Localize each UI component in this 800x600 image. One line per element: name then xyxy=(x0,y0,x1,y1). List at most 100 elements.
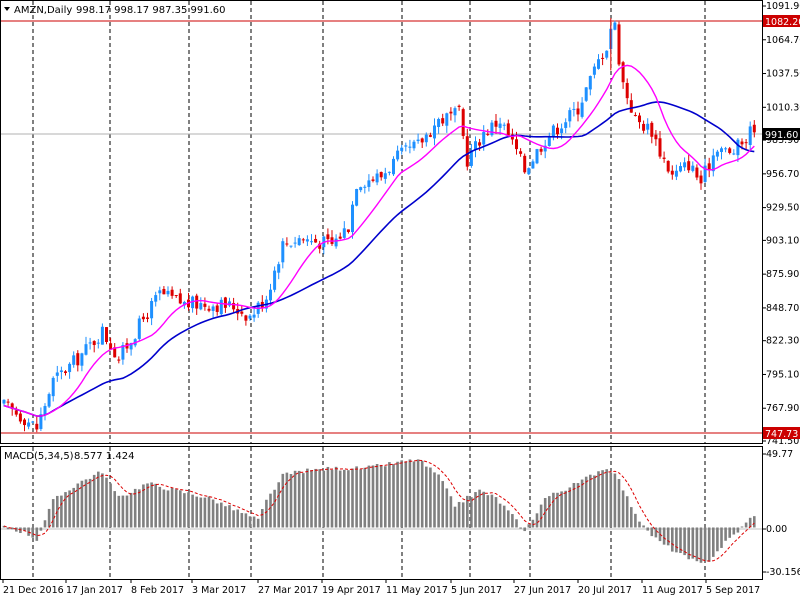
macd-bar xyxy=(351,468,354,528)
macd-bar xyxy=(64,492,67,528)
candle-body xyxy=(691,165,695,171)
candle-body xyxy=(752,124,756,133)
macd-bar xyxy=(84,479,88,528)
candle-body xyxy=(404,145,408,147)
candle-body xyxy=(51,377,55,397)
macd-bar xyxy=(527,524,531,528)
macd-bar xyxy=(453,506,457,528)
date-axis-label: 11 May 2017 xyxy=(386,585,448,596)
candle-body xyxy=(539,148,543,152)
macd-bar xyxy=(31,527,34,538)
macd-bar xyxy=(695,527,699,562)
macd-bar xyxy=(154,483,157,528)
fast-moving-average-line xyxy=(3,64,755,417)
candle-body xyxy=(445,113,449,126)
macd-bar xyxy=(322,470,326,528)
date-axis-label: 3 Mar 2017 xyxy=(192,585,246,596)
macd-bar xyxy=(330,469,334,528)
candle-body xyxy=(453,108,457,116)
macd-bar xyxy=(425,466,428,528)
candle-body xyxy=(191,296,195,309)
macd-bar xyxy=(220,502,223,528)
svg-text:1082.20: 1082.20 xyxy=(765,17,800,28)
macd-bar xyxy=(310,470,313,528)
macd-bar xyxy=(736,527,740,533)
macd-axis-bottom: -30.156 xyxy=(766,567,800,578)
candle-body xyxy=(597,59,600,69)
candle-body xyxy=(592,66,596,75)
macd-bar xyxy=(630,507,633,528)
macd-axis: 49.77 0.00 -30.156 xyxy=(762,449,800,578)
candle-body xyxy=(428,135,432,137)
macd-bar xyxy=(256,518,260,528)
macd-bar xyxy=(753,516,756,528)
macd-bar xyxy=(539,504,543,528)
candle-body xyxy=(170,289,174,296)
candle-body xyxy=(355,189,359,206)
macd-bar xyxy=(675,527,678,553)
macd-bar xyxy=(187,492,190,528)
date-axis-label: 27 Jun 2017 xyxy=(514,585,571,596)
macd-bar xyxy=(248,516,252,528)
macd-bar xyxy=(531,519,535,528)
candle-body xyxy=(96,342,100,344)
upper-level-tag: 1082.20 xyxy=(763,15,800,28)
macd-bar xyxy=(281,473,285,528)
macd-bar xyxy=(593,475,596,528)
macd-bar xyxy=(355,466,358,528)
candle-body xyxy=(457,105,461,107)
candle-body xyxy=(154,295,158,302)
macd-bar xyxy=(224,506,227,528)
macd-bar xyxy=(605,469,608,528)
macd-bar xyxy=(699,527,703,563)
candle-body xyxy=(515,139,518,150)
candle-body xyxy=(117,359,121,361)
macd-bar xyxy=(687,527,690,560)
macd-bar xyxy=(129,492,133,528)
candle-body xyxy=(502,124,506,126)
price-axis-label: 1037.50 xyxy=(766,69,800,80)
candle-body xyxy=(474,141,477,151)
symbol-dropdown-icon[interactable] xyxy=(4,7,10,11)
macd-bar xyxy=(449,496,453,528)
candle-body xyxy=(215,305,219,312)
candle-body xyxy=(420,138,424,143)
macd-bar xyxy=(117,495,121,528)
macd-bar xyxy=(76,483,80,528)
macd-bar xyxy=(306,468,309,528)
macd-bar xyxy=(146,483,149,528)
candle-body xyxy=(363,186,367,188)
macd-bar xyxy=(564,490,567,528)
candle-body xyxy=(342,228,346,238)
macd-signal-line xyxy=(3,459,755,562)
macd-bar xyxy=(433,472,436,528)
candle-body xyxy=(674,170,678,177)
macd-bar xyxy=(470,497,473,528)
candle-body xyxy=(711,155,715,172)
candle-body xyxy=(223,297,227,308)
svg-text:991.60: 991.60 xyxy=(765,130,798,141)
candle-body xyxy=(219,299,223,315)
macd-bar xyxy=(384,466,387,528)
macd-bar xyxy=(211,499,215,528)
candle-body xyxy=(740,141,744,145)
candle-body xyxy=(141,316,145,320)
candle-body xyxy=(301,239,305,241)
macd-bar xyxy=(265,499,268,528)
svg-text:747.73: 747.73 xyxy=(765,429,798,440)
candle-body xyxy=(109,343,113,350)
macd-bar xyxy=(671,527,674,552)
macd-bar xyxy=(289,473,293,528)
macd-bar xyxy=(404,461,408,528)
candle-body xyxy=(494,120,498,127)
candle-body xyxy=(10,403,14,409)
candle-body xyxy=(80,353,84,366)
macd-bar xyxy=(240,513,244,528)
price-axis-label: 795.10 xyxy=(766,369,799,380)
macd-bar xyxy=(748,517,752,528)
macd-bar xyxy=(568,487,572,528)
candle-body xyxy=(662,157,666,159)
candle-body xyxy=(506,123,510,136)
slow-moving-average-line xyxy=(3,101,755,417)
